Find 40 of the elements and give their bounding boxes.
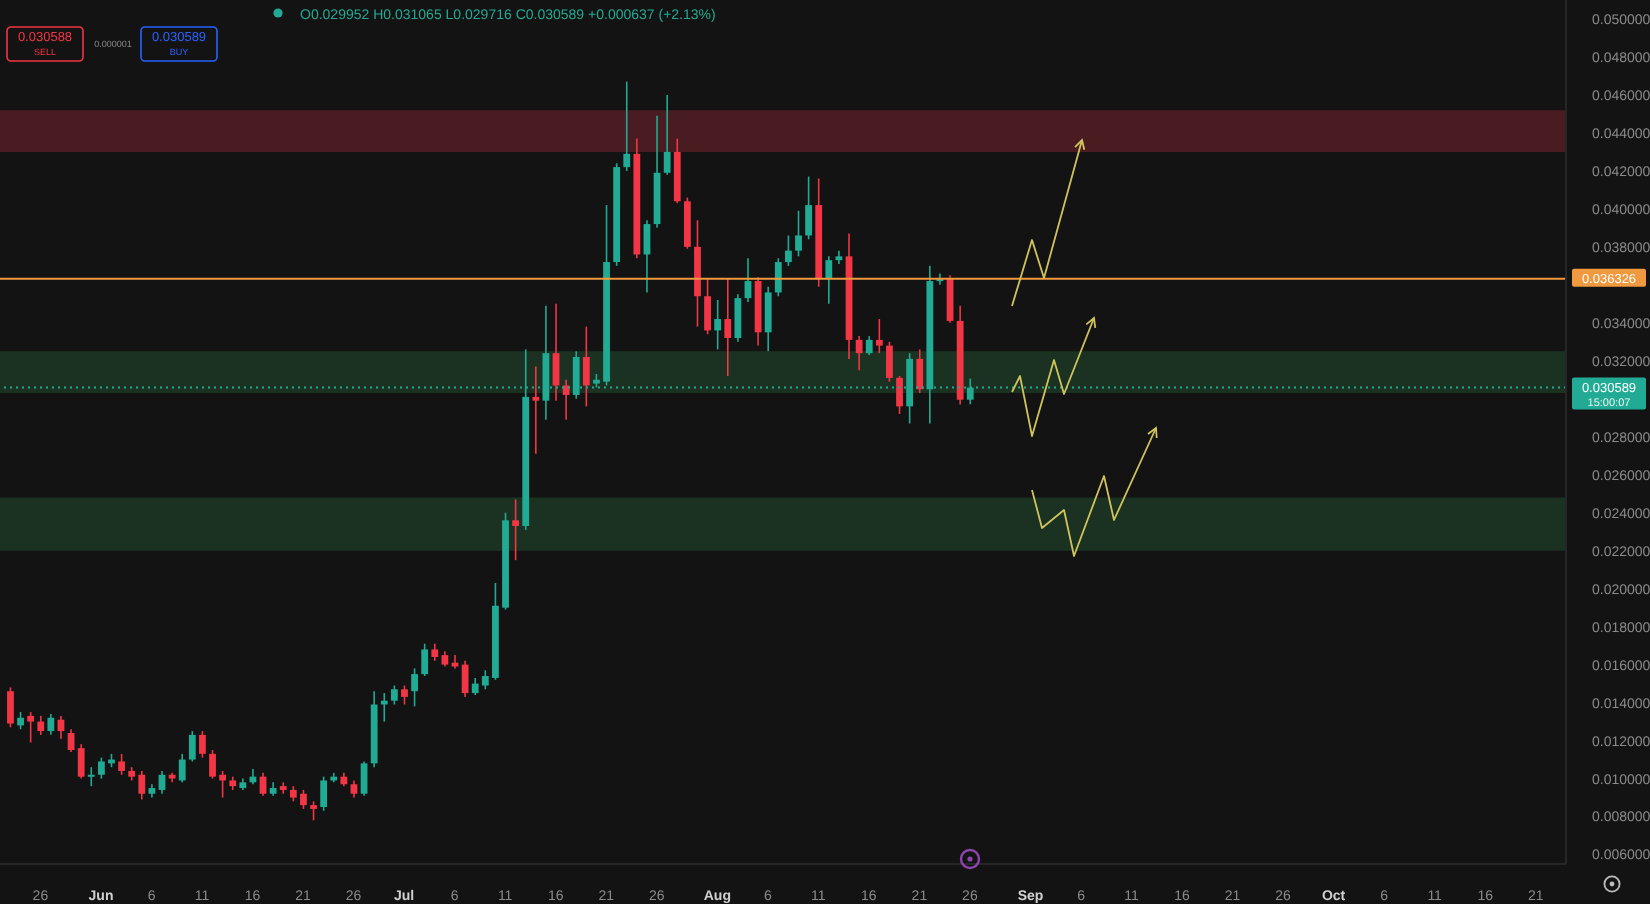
candlestick	[188, 730, 196, 763]
candlestick	[855, 335, 863, 372]
candlestick	[199, 730, 206, 759]
candlestick	[532, 365, 540, 455]
candlestick	[27, 711, 35, 744]
candlestick	[390, 684, 398, 706]
candlestick	[37, 715, 45, 736]
candlestick	[77, 743, 85, 780]
candlestick	[714, 299, 722, 351]
candlestick	[7, 686, 14, 729]
candlestick	[623, 80, 631, 172]
candlestick	[865, 335, 873, 356]
candlestick	[310, 800, 317, 822]
candlestick	[805, 175, 813, 241]
candlestick	[118, 753, 125, 776]
candlestick	[47, 713, 55, 736]
candlestick	[825, 255, 833, 305]
candlestick	[582, 325, 590, 408]
candlestick	[683, 196, 691, 250]
candlestick	[875, 318, 883, 354]
candlestick	[421, 642, 429, 677]
candlestick	[411, 667, 418, 708]
candlestick	[734, 293, 742, 343]
candlestick	[916, 348, 924, 394]
candlestick	[401, 684, 408, 706]
candlestick	[896, 375, 903, 415]
candlestick	[724, 278, 732, 377]
candlestick	[704, 278, 711, 336]
candlestick	[785, 234, 792, 267]
candlestick	[562, 378, 570, 421]
candlestick	[886, 341, 893, 383]
candlestick	[512, 498, 520, 561]
candlestick	[87, 766, 95, 787]
candlestick	[774, 257, 782, 298]
candlestick	[360, 760, 368, 797]
candlestick	[320, 775, 328, 812]
candlestick	[764, 285, 772, 353]
candlestick	[178, 753, 186, 784]
candlestick	[663, 94, 671, 176]
candlestick	[795, 209, 802, 258]
